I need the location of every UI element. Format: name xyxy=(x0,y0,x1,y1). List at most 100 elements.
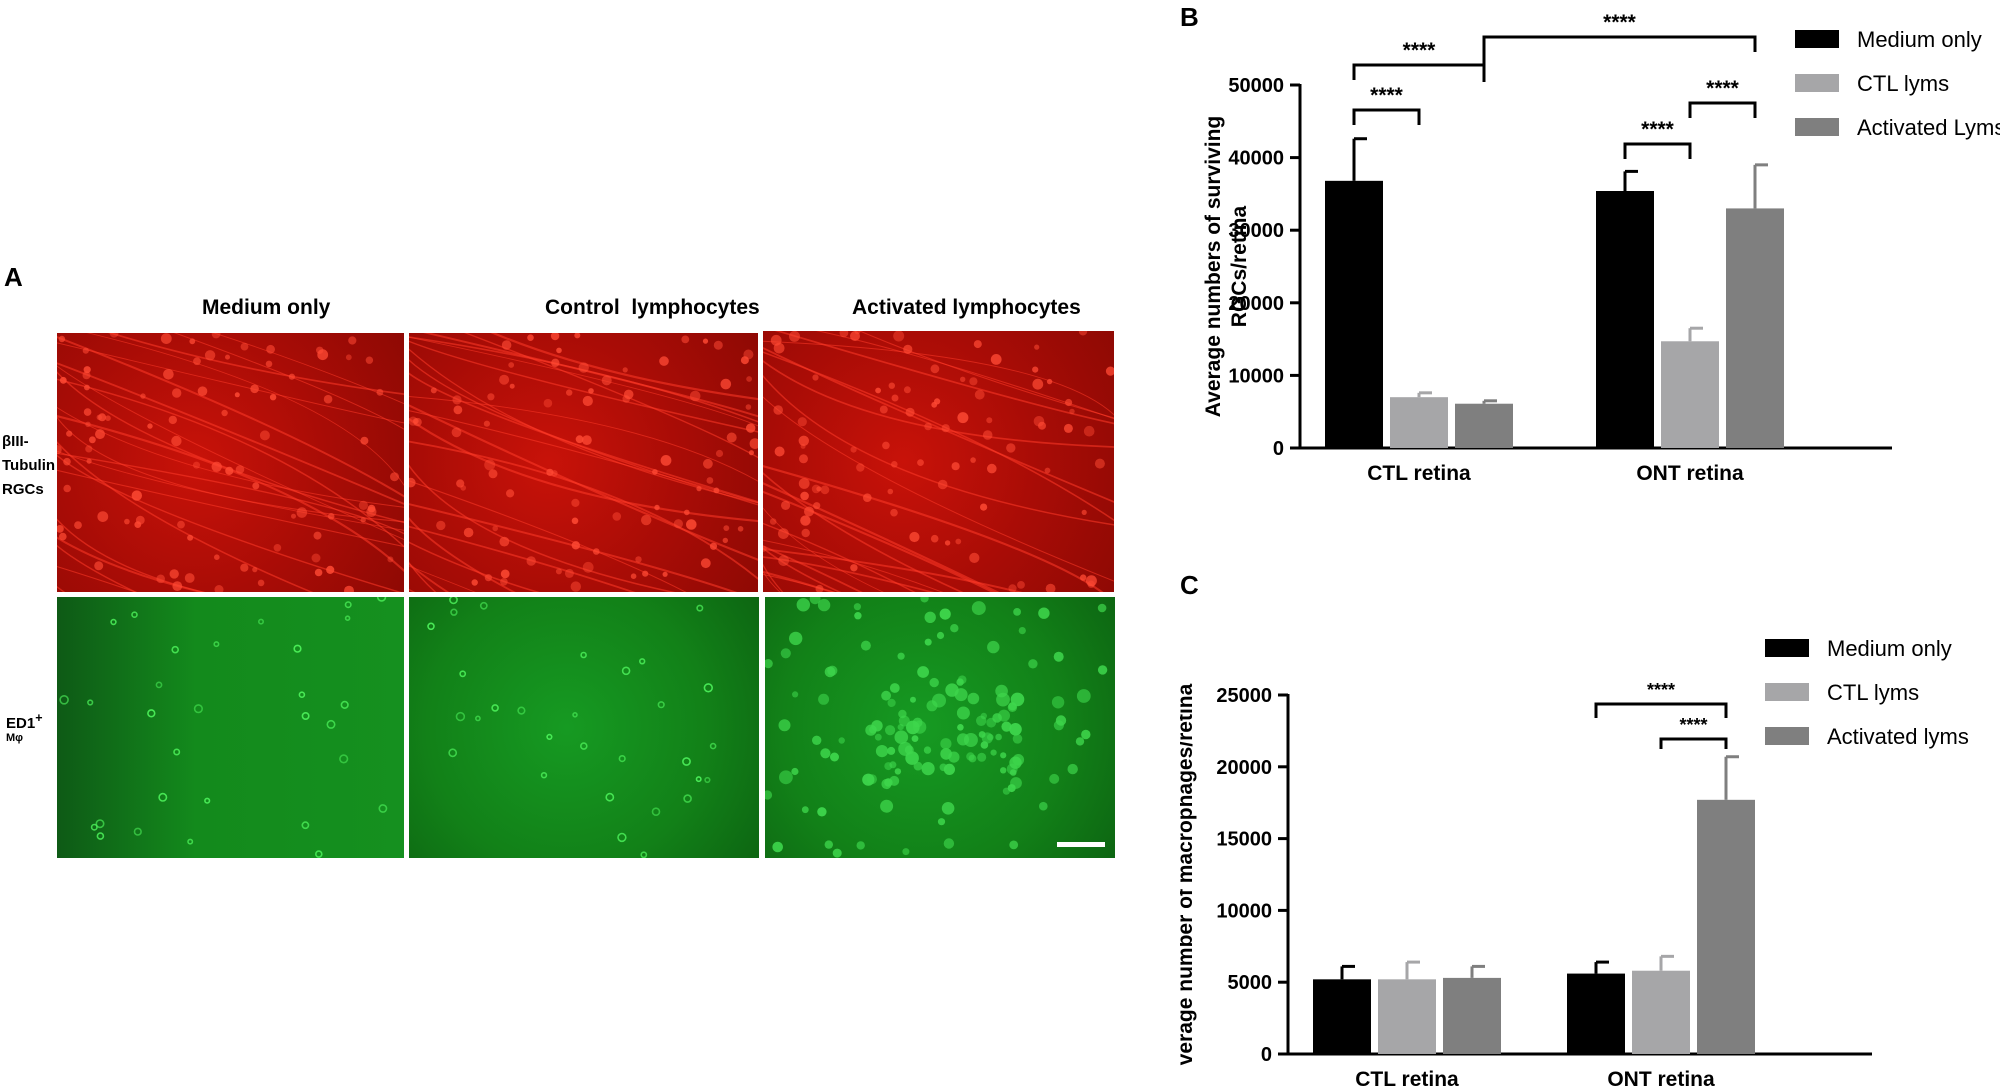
macrophage-cell xyxy=(1000,752,1007,759)
rgc-soma xyxy=(314,568,323,577)
macrophage-cell xyxy=(917,666,929,678)
rgc-soma xyxy=(156,574,165,584)
macrophage-cell xyxy=(889,775,900,786)
rgc-soma xyxy=(571,517,579,525)
bar xyxy=(1455,403,1513,448)
macrophage-cell xyxy=(110,618,117,626)
macrophage-cell xyxy=(133,827,142,836)
macrophage-cell xyxy=(871,720,883,732)
rgc-soma xyxy=(778,555,789,566)
macrophage-cell xyxy=(1039,801,1048,811)
significance-label: **** xyxy=(1403,39,1437,62)
macrophage-cell xyxy=(173,748,181,756)
rgc-soma xyxy=(722,537,728,544)
macrophage-cell xyxy=(812,735,822,745)
axon-fiber xyxy=(57,441,314,592)
rgc-soma xyxy=(582,561,594,573)
rgc-soma xyxy=(887,488,894,495)
macrophage-cell xyxy=(838,737,845,744)
rgc-soma xyxy=(980,503,988,511)
rgc-soma xyxy=(623,389,634,400)
rgc-soma xyxy=(358,500,368,510)
rgc-soma xyxy=(63,484,71,493)
macrophage-cell xyxy=(920,597,929,603)
macrophage-cell xyxy=(639,658,646,665)
rgc-soma xyxy=(487,393,495,401)
rgc-soma xyxy=(323,394,333,404)
rgc-soma xyxy=(97,511,109,522)
rgc-soma xyxy=(740,356,749,365)
macrophage-cell xyxy=(820,748,831,759)
rgc-soma xyxy=(944,540,951,546)
column-header-activated-lymphocytes: Activated lymphocytes xyxy=(852,296,1081,319)
rgc-soma xyxy=(451,427,462,438)
rgc-soma xyxy=(659,356,669,366)
axon-fiber xyxy=(57,378,404,548)
macrophage-cell xyxy=(885,725,896,736)
x-category-label: ONT retina xyxy=(1636,462,1744,485)
rgc-soma xyxy=(1069,408,1075,415)
rgc-soma xyxy=(453,405,463,415)
rgc-soma xyxy=(412,418,419,424)
rgc-soma xyxy=(703,458,713,469)
bar xyxy=(1596,190,1654,448)
scale-bar xyxy=(1057,842,1105,847)
rgc-soma xyxy=(891,461,898,468)
rgc-soma xyxy=(193,357,201,366)
rgc-soma xyxy=(452,395,462,405)
macrophage-cell xyxy=(1097,665,1108,675)
rgc-soma xyxy=(564,568,574,578)
macrophage-cell xyxy=(651,807,661,816)
y-tick-label: 40000 xyxy=(1228,148,1284,170)
macrophage-cell xyxy=(1075,737,1085,746)
rgc-soma xyxy=(82,347,89,354)
significance-bracket xyxy=(1482,35,1757,82)
macrophage-cell xyxy=(898,715,910,727)
axon-fiber xyxy=(774,331,1114,425)
macrophage-cell xyxy=(617,832,627,843)
macrophage-cell xyxy=(1007,784,1016,793)
micrograph-tubulin-medium-only xyxy=(57,333,404,592)
rgc-soma xyxy=(265,360,273,368)
macrophage-cell xyxy=(709,742,717,750)
rgc-soma xyxy=(85,421,91,427)
significance-label: **** xyxy=(1641,118,1675,141)
rgc-soma xyxy=(930,364,940,374)
macrophage-cell xyxy=(314,850,323,858)
macrophage-cell xyxy=(448,748,458,758)
rgc-soma xyxy=(105,415,111,421)
rgc-soma xyxy=(508,362,515,368)
macrophage-cell xyxy=(298,691,306,698)
rgc-soma xyxy=(746,376,752,382)
macrophage-cell xyxy=(939,763,948,772)
rgc-soma xyxy=(172,581,183,591)
axon-fiber xyxy=(57,365,404,540)
macrophage-cell xyxy=(1013,608,1021,616)
macrophage-cell xyxy=(540,772,548,779)
axon-fiber xyxy=(763,340,1114,416)
panel-a-letter: A xyxy=(4,262,23,292)
rgc-soma xyxy=(622,367,628,373)
micrograph-tubulin-control-lymphocytes xyxy=(409,333,758,592)
macrophage-cell xyxy=(326,719,336,729)
macrophage-cell xyxy=(87,699,94,706)
macrophage-cell xyxy=(572,712,578,718)
rgc-soma xyxy=(501,340,512,350)
rgc-soma xyxy=(296,507,308,518)
rgc-soma xyxy=(317,349,329,361)
macrophage-cell xyxy=(605,792,615,802)
rgc-soma xyxy=(172,388,182,398)
macrophage-cell xyxy=(1009,840,1019,850)
macrophage-cell xyxy=(887,746,896,755)
macrophage-cell xyxy=(824,840,833,849)
rgc-soma xyxy=(773,342,785,354)
macrophage-cell xyxy=(1012,734,1023,744)
y-tick-label: 0 xyxy=(1273,438,1284,460)
rgc-soma xyxy=(250,384,259,394)
macrophage-cell xyxy=(913,761,923,771)
macrophage-cell xyxy=(906,720,920,735)
macrophage-cell xyxy=(155,681,163,689)
rgc-soma xyxy=(689,390,701,402)
rgc-soma xyxy=(797,417,807,427)
rgc-soma xyxy=(957,412,969,424)
